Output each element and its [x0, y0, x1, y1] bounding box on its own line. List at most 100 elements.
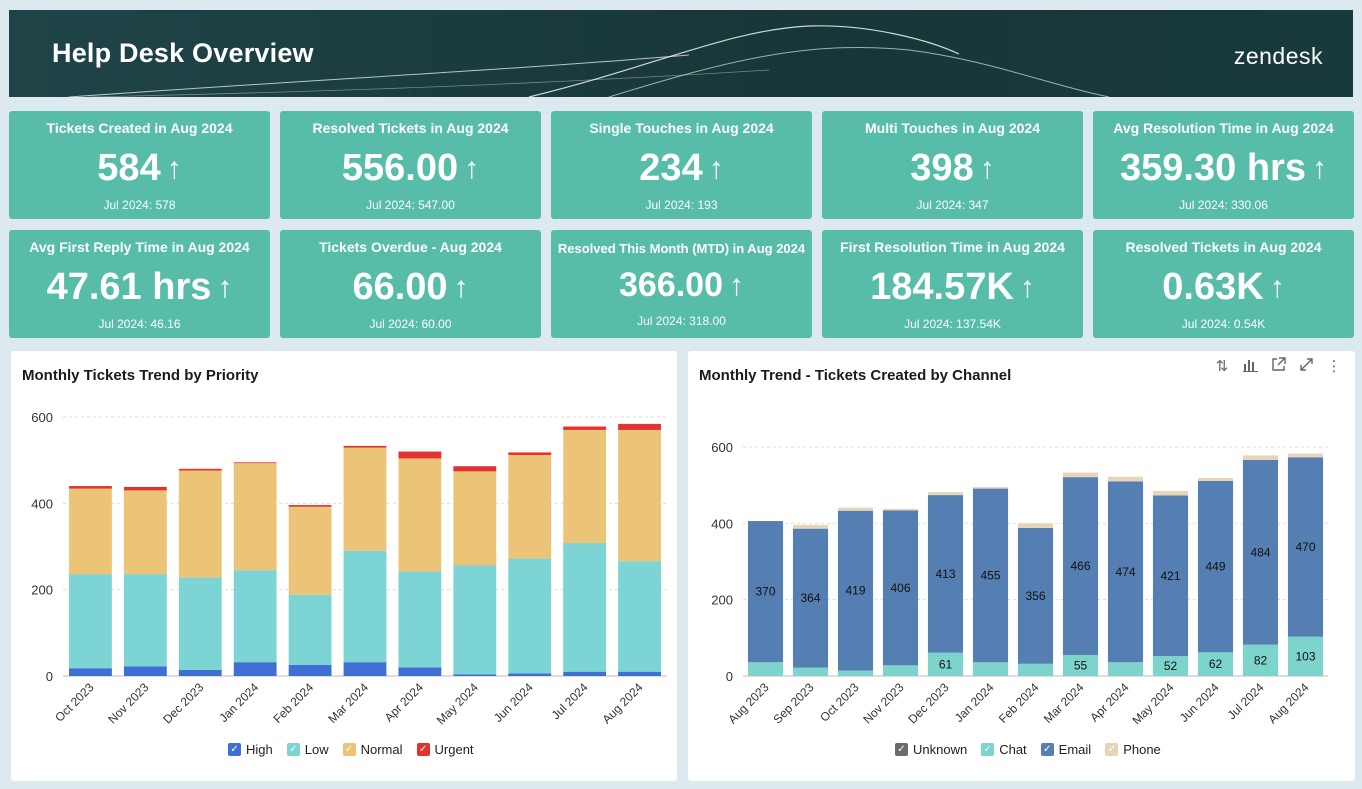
bar-segment-normal [453, 471, 497, 566]
bar-segment-phone [1197, 477, 1234, 481]
checkbox-icon: ✓ [342, 743, 356, 756]
x-tick-label: Aug 2024 [599, 680, 645, 726]
bar-segment-phone [837, 507, 874, 511]
kpi-first-resolution-time[interactable]: First Resolution Time in Aug 2024 184.57… [822, 230, 1083, 338]
bar-segment-urgent [288, 505, 332, 507]
x-tick-label: Apr 2024 [1087, 680, 1132, 725]
bar-segment-high [618, 671, 661, 676]
data-label: 62 [1209, 657, 1223, 671]
bar-segment-low [563, 543, 607, 672]
legend-item-low[interactable]: ✓ Low [286, 742, 329, 757]
data-label: 484 [1250, 545, 1270, 559]
bar-segment-email [1287, 457, 1324, 637]
kpi-title: Tickets Overdue - Aug 2024 [319, 239, 502, 255]
bar-segment-email [1197, 480, 1234, 653]
kpi-title: Multi Touches in Aug 2024 [864, 120, 1041, 136]
kpi-previous: Jul 2024: 318.00 [637, 314, 726, 328]
bar-segment-high [563, 671, 607, 676]
zendesk-logo: zendesk [1233, 43, 1323, 69]
x-tick-label: Jun 2024 [491, 680, 536, 725]
x-tick-label: Feb 2024 [270, 680, 316, 726]
bar-segment-chat [837, 670, 874, 676]
bar-segment-urgent [453, 466, 497, 472]
bar-segment-phone [1242, 455, 1279, 460]
x-tick-label: Dec 2023 [905, 680, 951, 726]
data-label: 470 [1295, 540, 1315, 554]
kpi-multi-touches[interactable]: Multi Touches in Aug 2024 398 ↑ Jul 2024:… [822, 111, 1083, 219]
open-external-icon[interactable] [1269, 357, 1287, 376]
kpi-resolved-mtd[interactable]: Resolved This Month (MTD) in Aug 2024 36… [551, 230, 812, 338]
bar-chart-icon[interactable] [1241, 357, 1259, 376]
more-icon[interactable]: ⋮ [1326, 358, 1342, 375]
y-tick-label: 400 [31, 496, 53, 511]
bar-segment-phone [1062, 472, 1099, 478]
expand-icon[interactable] [1297, 357, 1315, 376]
bar-segment-email [1017, 527, 1054, 664]
legend-label: Chat [999, 742, 1027, 757]
up-arrow-icon: ↑ [1019, 270, 1035, 304]
x-tick-label: Apr 2024 [382, 680, 427, 725]
bar-segment-normal [288, 506, 332, 595]
checkbox-icon: ✓ [981, 743, 995, 756]
x-tick-label: Mar 2024 [1041, 680, 1087, 726]
priority-trend-panel: Monthly Tickets Trend by Priority 0 200 40… [11, 351, 677, 781]
data-label: 455 [980, 568, 1000, 582]
bar-segment-chat [1062, 655, 1099, 676]
legend-item-urgent[interactable]: ✓ Urgent [416, 742, 474, 757]
legend-item-email[interactable]: ✓ Email [1040, 742, 1091, 757]
bar-segment-chat [927, 652, 964, 676]
chart-legend: ✓ Unknown ✓ Chat ✓ Email ✓ Phone [895, 742, 1161, 757]
sort-icon[interactable]: ⇅ [1215, 358, 1229, 375]
bar-segment-normal [563, 429, 607, 544]
bar-segment-urgent [69, 486, 112, 489]
kpi-title: Avg Resolution Time in Aug 2024 [1113, 120, 1334, 136]
bar-segment-high [508, 673, 552, 676]
kpi-tickets-created[interactable]: Tickets Created in Aug 2024 584 ↑ Jul 202… [9, 111, 270, 219]
legend-item-phone[interactable]: ✓ Phone [1105, 742, 1161, 757]
bar-segment-high [288, 664, 332, 676]
bar-segment-chat [1242, 644, 1279, 676]
bar-segment-normal [233, 463, 277, 571]
kpi-previous: Jul 2024: 137.54K [904, 317, 1001, 331]
x-tick-label: Mar 2024 [325, 680, 371, 726]
x-tick-label: Dec 2023 [160, 680, 206, 726]
kpi-value: 366.00 [619, 266, 723, 304]
kpi-resolved-tickets[interactable]: Resolved Tickets in Aug 2024 556.00 ↑ Jul… [280, 111, 541, 219]
kpi-previous: Jul 2024: 547.00 [366, 198, 455, 212]
legend-label: Low [304, 742, 329, 757]
bar-segment-low [123, 574, 167, 667]
kpi-single-touches[interactable]: Single Touches in Aug 2024 234 ↑ Jul 2024… [551, 111, 812, 219]
kpi-value: 66.00 [352, 266, 448, 308]
up-arrow-icon: ↑ [1269, 270, 1285, 304]
data-label: 52 [1164, 659, 1178, 673]
kpi-avg-first-reply-time[interactable]: Avg First Reply Time in Aug 2024 47.61 h… [9, 230, 270, 338]
kpi-previous: Jul 2024: 193 [645, 198, 718, 212]
bar-segment-urgent [618, 423, 661, 430]
kpi-previous: Jul 2024: 0.54K [1181, 317, 1266, 331]
kpi-avg-resolution-time[interactable]: Avg Resolution Time in Aug 2024 359.30 h… [1093, 111, 1354, 219]
kpi-tickets-overdue[interactable]: Tickets Overdue - Aug 2024 66.00 ↑ Jul 20… [280, 230, 541, 338]
checkbox-icon: ✓ [286, 743, 300, 756]
up-arrow-icon: ↑ [217, 270, 233, 304]
legend-item-normal[interactable]: ✓ Normal [342, 742, 403, 757]
priority-trend-chart[interactable]: 0 200 400 600 Oct 2023 Nov 2023 Dec 2023 Jan 20… [11, 351, 677, 781]
y-tick-label: 600 [31, 410, 53, 425]
channel-trend-chart[interactable]: 0 200 400 600 370 Aug 2023 364 Sep 2023 419 Oct 2… [688, 351, 1355, 781]
checkbox-icon: ✓ [895, 743, 908, 756]
bar-segment-chat [882, 665, 919, 676]
y-tick-label: 0 [726, 669, 733, 684]
decorative-waves [68, 25, 1110, 97]
bar-segment-high [123, 666, 167, 676]
bar-segment-phone [972, 487, 1009, 489]
legend-item-high[interactable]: ✓ High [228, 742, 273, 757]
checkbox-icon: ✓ [416, 743, 430, 756]
y-tick-label: 0 [46, 669, 53, 684]
bar-segment-low [343, 550, 387, 663]
kpi-resolved-tickets-k[interactable]: Resolved Tickets in Aug 2024 0.63K ↑ Jul … [1093, 230, 1354, 338]
bar-segment-high [453, 674, 497, 676]
header-banner: Help Desk Overview zendesk [9, 10, 1353, 97]
x-tick-label: Nov 2023 [860, 680, 906, 726]
legend-item-chat[interactable]: ✓ Chat [981, 742, 1027, 757]
legend-item-unknown[interactable]: ✓ Unknown [895, 742, 967, 757]
legend-label: High [246, 742, 273, 757]
